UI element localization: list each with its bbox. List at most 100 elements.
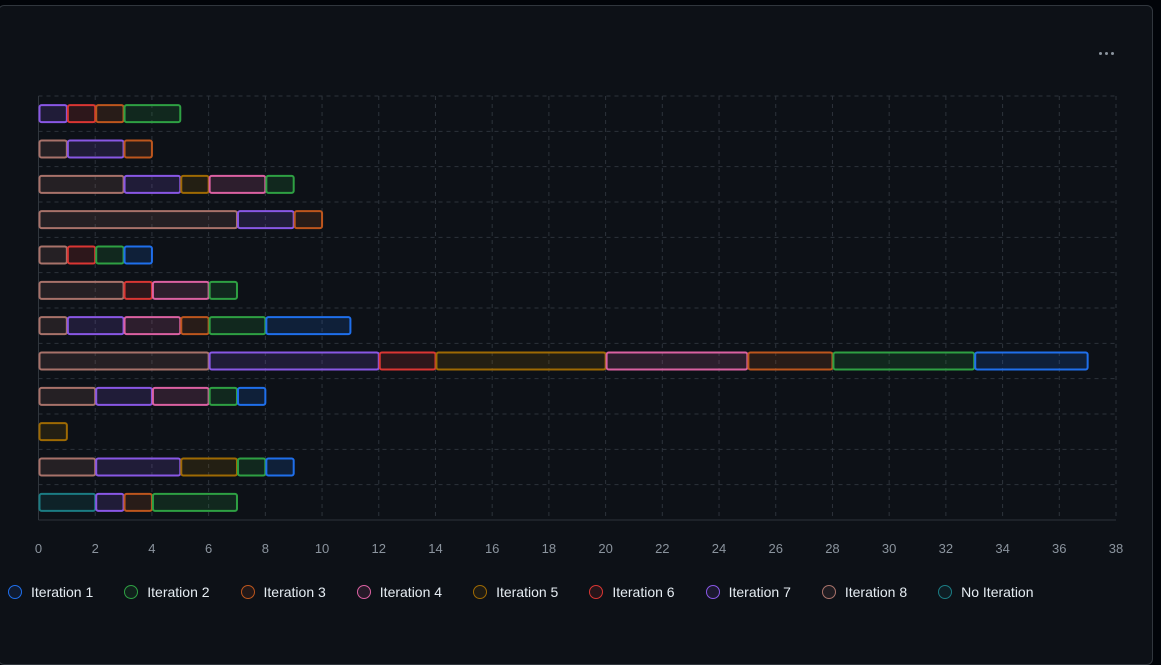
- bar-segment-iteration-4[interactable]: [123, 316, 182, 336]
- bar-segment-iteration-1[interactable]: [236, 386, 267, 406]
- bar-segment-iteration-7[interactable]: [66, 139, 125, 159]
- x-tick-label: 2: [92, 541, 99, 556]
- bar-segment-iteration-4[interactable]: [605, 351, 749, 371]
- bar-segment-iteration-2[interactable]: [236, 457, 267, 477]
- legend-swatch-icon: [356, 585, 371, 599]
- bar-row: [38, 316, 352, 336]
- x-tick-label: 10: [315, 541, 329, 556]
- legend-label: Iteration 5: [496, 584, 559, 600]
- bar-segment-iteration-8[interactable]: [38, 351, 210, 371]
- bar-segment-iteration-7[interactable]: [208, 351, 380, 371]
- bar-row: [38, 386, 267, 406]
- bar-segment-iteration-8[interactable]: [38, 245, 68, 265]
- bar-segment-iteration-5[interactable]: [435, 351, 607, 371]
- bar-segment-iteration-5[interactable]: [38, 422, 68, 442]
- bar-segment-iteration-7[interactable]: [123, 174, 182, 194]
- x-tick-label: 34: [995, 541, 1009, 556]
- bar-row: [38, 422, 68, 442]
- bar-segment-iteration-2[interactable]: [123, 104, 182, 124]
- bar-segment-iteration-2[interactable]: [208, 280, 238, 300]
- x-axis-ticks: 0 2 4 6 8 10 12 14 16 18 20 22 24 26 28 30 32 34 36 38: [35, 541, 1123, 556]
- chart-legend: Iteration 1 Iteration 2 Iteration 3 Iterati…: [8, 584, 1034, 600]
- bar-segment-iteration-7[interactable]: [95, 457, 182, 477]
- bar-segment-iteration-5[interactable]: [180, 457, 238, 477]
- legend-label: Iteration 1: [31, 584, 94, 600]
- bar-segment-iteration-1[interactable]: [265, 316, 352, 336]
- bar-segment-iteration-1[interactable]: [265, 457, 295, 477]
- bar-segment-iteration-7[interactable]: [236, 210, 295, 230]
- bar-segment-iteration-8[interactable]: [38, 210, 238, 230]
- bar-row: [38, 457, 295, 477]
- chart-grid: [38, 95, 1117, 521]
- kebab-horizontal-icon: [1098, 51, 1102, 55]
- x-tick-label: 0: [35, 541, 42, 556]
- stacked-bar-chart: 0 2 4 6 8 10 12 14 16 18 20 22 24 26 28 30 32 34 36 38: [35, 95, 1123, 556]
- bar-segment-iteration-3[interactable]: [123, 492, 153, 512]
- bar-segment-iteration-2[interactable]: [151, 492, 238, 512]
- legend-swatch-icon: [589, 585, 604, 599]
- x-tick-label: 32: [939, 541, 953, 556]
- bar-segment-iteration-3[interactable]: [180, 316, 210, 336]
- x-tick-label: 28: [825, 541, 839, 556]
- bar-segment-iteration-3[interactable]: [95, 104, 125, 124]
- legend-item-iteration-4[interactable]: Iteration 4: [356, 584, 442, 600]
- x-tick-label: 8: [262, 541, 269, 556]
- bar-segment-iteration-8[interactable]: [38, 174, 125, 194]
- x-tick-label: 22: [655, 541, 669, 556]
- bar-segment-iteration-6[interactable]: [123, 280, 153, 300]
- legend-item-iteration-2[interactable]: Iteration 2: [124, 584, 210, 600]
- bar-segment-iteration-8[interactable]: [38, 280, 125, 300]
- bar-segment-iteration-4[interactable]: [151, 280, 210, 300]
- legend-label: Iteration 3: [263, 584, 326, 600]
- legend-label: Iteration 2: [147, 584, 210, 600]
- bar-segment-iteration-3[interactable]: [747, 351, 834, 371]
- legend-item-iteration-1[interactable]: Iteration 1: [8, 584, 93, 600]
- bar-segment-iteration-6[interactable]: [66, 104, 97, 124]
- bar-segment-iteration-4[interactable]: [208, 174, 267, 194]
- bar-segment-iteration-3[interactable]: [293, 210, 324, 230]
- legend-swatch-icon: [705, 585, 720, 599]
- bar-row: [38, 174, 295, 194]
- legend-item-iteration-5[interactable]: Iteration 5: [473, 584, 558, 600]
- x-tick-label: 6: [205, 541, 212, 556]
- more-options-button[interactable]: [1090, 40, 1122, 66]
- bar-segment-no-iteration[interactable]: [38, 492, 97, 512]
- bar-segment-iteration-7[interactable]: [95, 386, 153, 406]
- legend-item-iteration-3[interactable]: Iteration 3: [240, 584, 326, 600]
- x-tick-label: 14: [428, 541, 442, 556]
- x-tick-label: 16: [485, 541, 499, 556]
- legend-item-iteration-7[interactable]: Iteration 7: [705, 584, 791, 600]
- bar-segment-iteration-5[interactable]: [180, 174, 210, 194]
- bar-segment-iteration-4[interactable]: [151, 386, 210, 406]
- legend-item-iteration-8[interactable]: Iteration 8: [821, 584, 908, 600]
- bar-segment-iteration-2[interactable]: [265, 174, 295, 194]
- bar-segment-iteration-2[interactable]: [208, 316, 267, 336]
- legend-item-no-iteration[interactable]: No Iteration: [938, 584, 1034, 600]
- bar-segment-iteration-2[interactable]: [95, 245, 125, 265]
- bar-segment-iteration-8[interactable]: [38, 386, 97, 406]
- legend-item-iteration-6[interactable]: Iteration 6: [589, 584, 675, 600]
- legend-label: Iteration 6: [612, 584, 675, 600]
- x-tick-label: 12: [372, 541, 386, 556]
- bar-segment-iteration-6[interactable]: [378, 351, 437, 371]
- bar-segment-iteration-7[interactable]: [66, 316, 125, 336]
- bar-segment-iteration-8[interactable]: [38, 139, 68, 159]
- x-tick-label: 4: [148, 541, 155, 556]
- bar-segment-iteration-2[interactable]: [832, 351, 976, 371]
- x-tick-label: 20: [598, 541, 612, 556]
- bar-segment-iteration-2[interactable]: [208, 386, 238, 406]
- legend-swatch-icon: [240, 585, 255, 599]
- legend-label: Iteration 8: [844, 584, 908, 600]
- legend-swatch-icon: [938, 585, 953, 599]
- bar-segment-iteration-1[interactable]: [123, 245, 153, 265]
- bar-segment-iteration-7[interactable]: [95, 492, 125, 512]
- bar-row: [38, 210, 324, 230]
- legend-label: Iteration 7: [728, 584, 791, 600]
- bar-row: [38, 351, 1089, 371]
- bar-segment-iteration-7[interactable]: [38, 104, 68, 124]
- bar-segment-iteration-1[interactable]: [974, 351, 1089, 371]
- bar-segment-iteration-3[interactable]: [123, 139, 153, 159]
- bar-segment-iteration-8[interactable]: [38, 316, 68, 336]
- bar-segment-iteration-6[interactable]: [66, 245, 97, 265]
- bar-segment-iteration-8[interactable]: [38, 457, 97, 477]
